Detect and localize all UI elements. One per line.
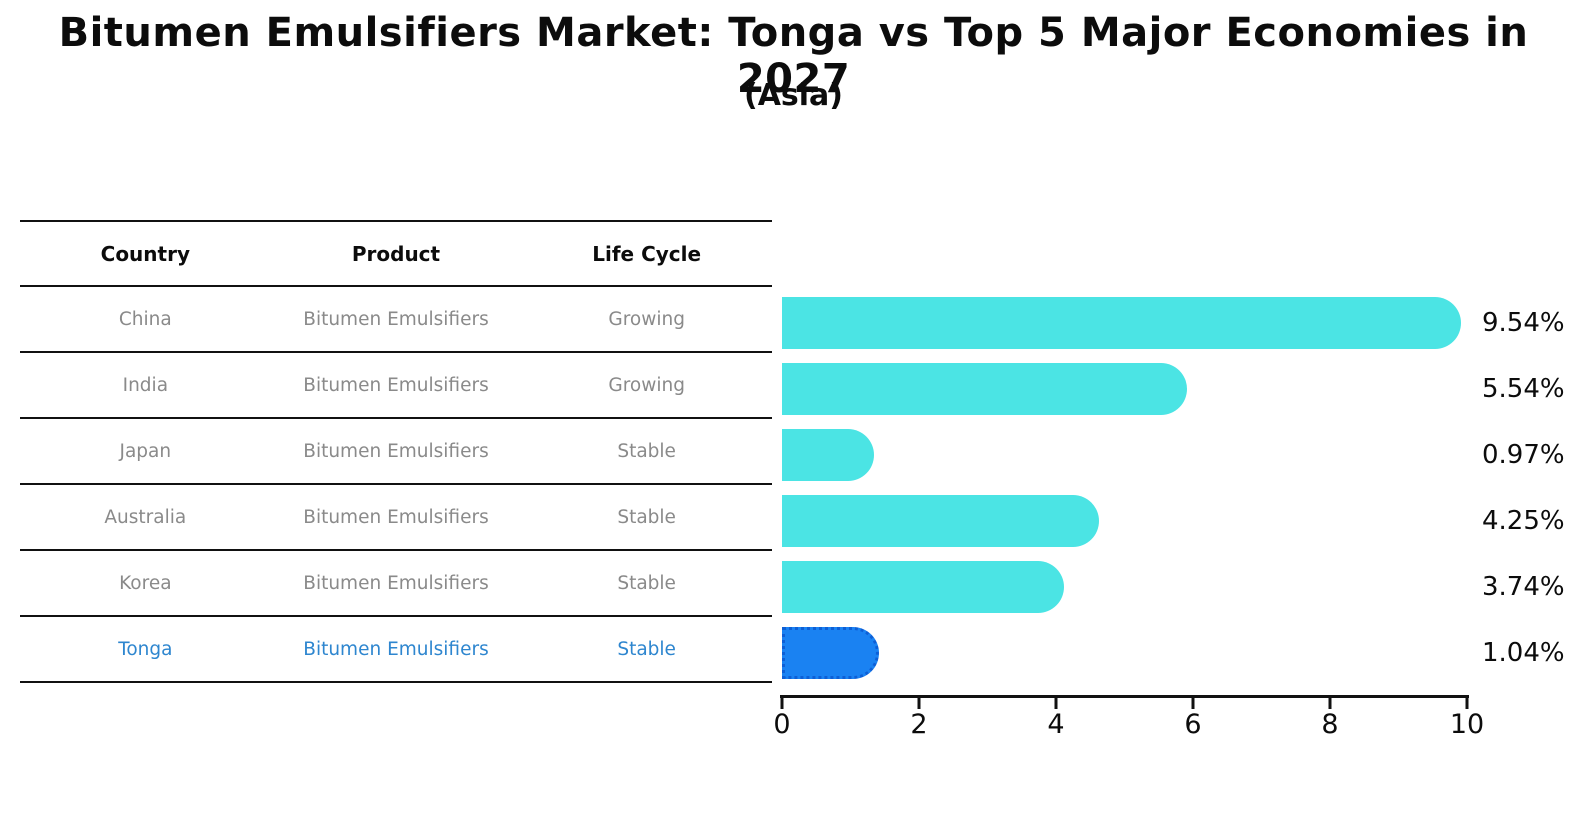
x-axis-tick (1054, 698, 1058, 709)
x-axis-tick (780, 698, 784, 709)
x-axis-tick (1191, 698, 1195, 709)
bar-row: 3.74% (782, 554, 1565, 620)
life-cycle-cell: Stable (521, 616, 772, 683)
table-row: Korea Bitumen Emulsifiers Stable (20, 550, 772, 617)
x-axis-tick-label: 8 (1321, 709, 1339, 740)
life-cycle-cell: Growing (521, 286, 772, 353)
bar-plot-area: 9.54% 5.54% 0.97% 4.25% 3.74% 1.04% (782, 290, 1565, 686)
table-row: Japan Bitumen Emulsifiers Stable (20, 418, 772, 485)
bar-row: 1.04% (782, 620, 1565, 686)
product-cell: Bitumen Emulsifiers (270, 286, 522, 353)
table-row: India Bitumen Emulsifiers Growing (20, 352, 772, 419)
country-cell: Korea (20, 550, 271, 617)
bar-value-label: 0.97% (1482, 440, 1565, 470)
bar-row: 4.25% (782, 488, 1565, 554)
country-cell: Australia (20, 484, 271, 551)
x-axis-tick-label: 0 (773, 709, 791, 740)
bar-value-label: 5.54% (1482, 374, 1565, 404)
country-cell: Tonga (20, 616, 271, 683)
table-row: Australia Bitumen Emulsifiers Stable (20, 484, 772, 551)
bar-row: 5.54% (782, 356, 1565, 422)
bar-value-label: 3.74% (1482, 572, 1565, 602)
country-cell: China (20, 286, 271, 353)
table-row: Tonga Bitumen Emulsifiers Stable (20, 616, 772, 683)
x-axis-tick-label: 10 (1449, 709, 1485, 740)
bar (782, 429, 875, 481)
x-axis-tick-label: 2 (910, 709, 928, 740)
bar (782, 561, 1065, 613)
column-header-product: Product (270, 220, 522, 287)
bar-row: 9.54% (782, 290, 1565, 356)
chart-subtitle: (Asia) (743, 78, 844, 113)
x-axis-tick-label: 6 (1184, 709, 1202, 740)
life-cycle-cell: Stable (521, 484, 772, 551)
bar-value-label: 4.25% (1482, 506, 1565, 536)
x-axis-tick (917, 698, 921, 709)
product-cell: Bitumen Emulsifiers (270, 550, 522, 617)
life-cycle-cell: Stable (521, 418, 772, 485)
life-cycle-cell: Stable (521, 550, 772, 617)
x-axis-tick (1328, 698, 1332, 709)
x-axis: 0 2 4 6 8 10 (773, 695, 1484, 740)
x-axis-tick (1465, 698, 1469, 709)
product-cell: Bitumen Emulsifiers (270, 352, 522, 419)
bar (782, 495, 1100, 547)
product-cell: Bitumen Emulsifiers (270, 484, 522, 551)
chart-title: Bitumen Emulsifiers Market: Tonga vs Top… (58, 10, 1529, 102)
bar-value-label: 1.04% (1482, 638, 1565, 668)
life-cycle-cell: Growing (521, 352, 772, 419)
x-axis-line (780, 695, 1469, 698)
country-info-table: Country Product Life Cycle China Bitumen… (20, 220, 772, 683)
bar (782, 297, 1462, 349)
column-header-country: Country (20, 220, 271, 287)
product-cell: Bitumen Emulsifiers (270, 616, 522, 683)
product-cell: Bitumen Emulsifiers (270, 418, 522, 485)
x-axis-tick-label: 4 (1047, 709, 1065, 740)
bar (782, 363, 1188, 415)
bar-value-label: 9.54% (1482, 308, 1565, 338)
table-row: China Bitumen Emulsifiers Growing (20, 286, 772, 353)
bar (782, 627, 880, 679)
column-header-life-cycle: Life Cycle (521, 220, 772, 287)
country-cell: Japan (20, 418, 271, 485)
country-cell: India (20, 352, 271, 419)
table-header-row: Country Product Life Cycle (20, 220, 772, 287)
bar-row: 0.97% (782, 422, 1565, 488)
